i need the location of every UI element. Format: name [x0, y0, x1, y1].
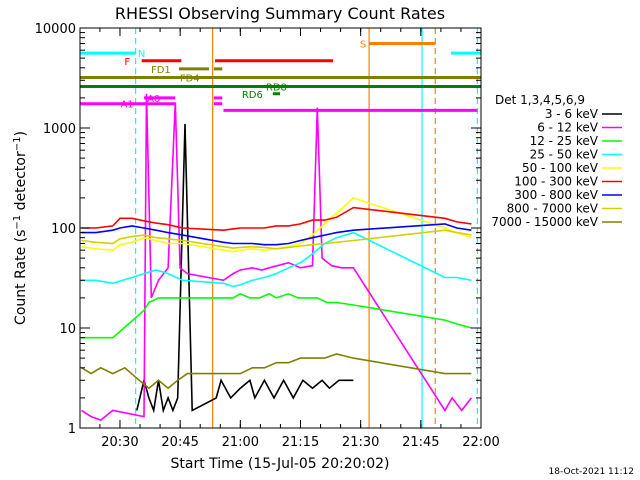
- x-tick-label: 20:45: [161, 435, 198, 450]
- series-line-1: [136, 123, 354, 414]
- x-tick-label: 20:30: [101, 435, 138, 450]
- x-tick-label: 21:00: [222, 435, 259, 450]
- y-tick-label: 1: [68, 422, 76, 437]
- x-tick-label: 21:30: [342, 435, 379, 450]
- legend-label-5: 50 - 100 keV: [522, 161, 599, 175]
- flag-label: S: [360, 39, 366, 50]
- flag-label: F: [124, 57, 130, 68]
- y-tick-label: 100: [51, 222, 76, 237]
- series-line-3: [81, 292, 472, 339]
- flag-label: FD4: [180, 73, 200, 84]
- legend-label-2: 6 - 12 keV: [537, 121, 599, 135]
- series-line-6: [81, 206, 472, 232]
- legend-label-1: 3 - 6 keV: [545, 107, 599, 121]
- legend-label-7: 300 - 800 keV: [514, 188, 598, 202]
- flag-label: A0: [147, 94, 160, 105]
- legend-label-4: 25 - 50 keV: [530, 148, 599, 162]
- x-tick-label: 21:15: [282, 435, 319, 450]
- x-tick-label: 21:45: [402, 435, 439, 450]
- flag-label: RD6: [242, 90, 263, 101]
- series-line-8: [81, 229, 472, 250]
- flag-label: A1: [121, 100, 134, 111]
- x-tick-label: 22:00: [462, 435, 499, 450]
- x-axis: 20:30 20:45 21:00 21:15 21:30 21:45 22:00: [99, 28, 500, 450]
- data-series: [81, 93, 473, 422]
- series-line-7: [81, 223, 472, 246]
- chart-title: RHESSI Observing Summary Count Rates: [115, 4, 445, 23]
- series-line-5: [81, 196, 472, 253]
- series-line-4: [81, 231, 472, 288]
- y-tick-label: 10: [59, 322, 76, 337]
- series-line-9: [81, 353, 472, 390]
- legend-label-3: 12 - 25 keV: [530, 134, 599, 148]
- y-axis-label: Count Rate (s−1 detector−1): [12, 131, 29, 325]
- legend-label-9: 7000 - 15000 keV: [491, 215, 598, 229]
- footer-date: 18-Oct-2021 11:12: [549, 467, 634, 477]
- y-axis: 1 10 100 1000 10000: [35, 22, 481, 437]
- series-line-2: [81, 93, 473, 422]
- y-tick-label: 1000: [43, 122, 76, 137]
- flag-label: FD1: [151, 65, 171, 76]
- y-tick-label: 10000: [35, 22, 76, 37]
- legend-title: Det 1,3,4,5,6,9: [495, 93, 585, 107]
- flag-label: N: [138, 49, 145, 60]
- flag-label: RD8: [266, 83, 287, 94]
- x-axis-label: Start Time (15-Jul-05 20:20:02): [170, 456, 389, 472]
- legend-label-6: 100 - 300 keV: [514, 175, 598, 189]
- legend-label-8: 800 - 7000 keV: [507, 202, 599, 216]
